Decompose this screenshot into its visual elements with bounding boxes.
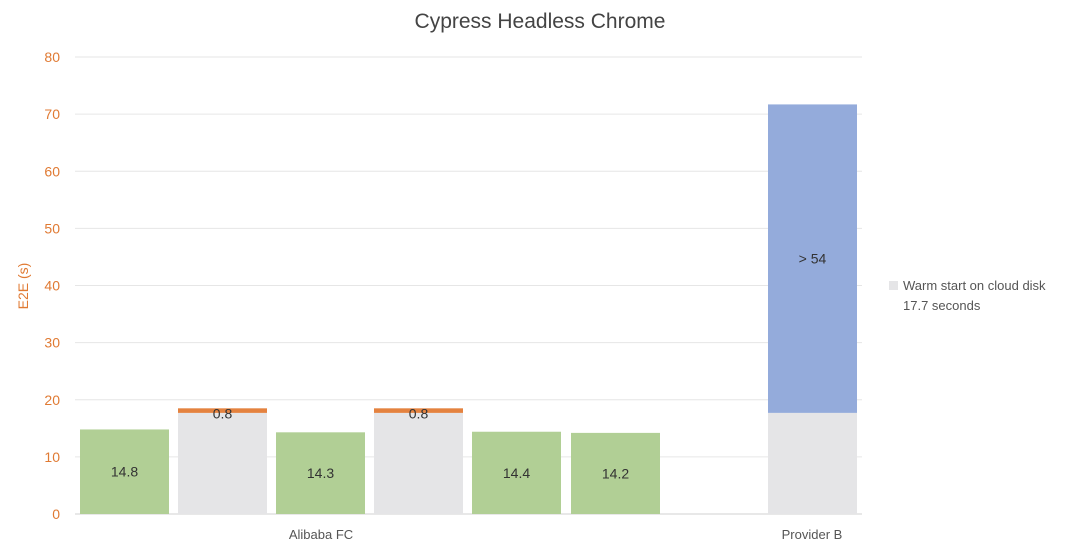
bar: 14.2 — [571, 432, 660, 514]
data-label: 14.8 — [111, 464, 138, 480]
bar-segment-cold — [472, 431, 561, 514]
y-tick-label: 70 — [44, 106, 60, 122]
bar-segment-extra — [178, 408, 267, 413]
legend: Warm start on cloud disk 17.7 seconds — [889, 278, 1046, 313]
bar-segment-cold — [276, 432, 365, 514]
data-label: 14.4 — [503, 465, 530, 481]
bar-segment-warm — [178, 412, 267, 514]
x-category-label: Alibaba FC — [289, 527, 353, 542]
x-category-label: Provider B — [782, 527, 843, 542]
data-label: 14.2 — [602, 465, 629, 481]
bar-segment-cold — [571, 432, 660, 514]
legend-label-line1: Warm start on cloud disk — [903, 278, 1046, 293]
y-tick-label: 0 — [52, 506, 60, 522]
bar-segment-extra — [374, 408, 463, 413]
bar: 0.8 — [178, 405, 267, 514]
bar: 14.8 — [80, 429, 169, 514]
bar: 14.3 — [276, 432, 365, 514]
y-tick-label: 40 — [44, 278, 60, 294]
bar-segment-provider — [768, 104, 857, 413]
data-label: 0.8 — [409, 405, 429, 421]
data-label: 14.3 — [307, 465, 334, 481]
y-tick-label: 30 — [44, 335, 60, 351]
bar-segment-warm — [374, 412, 463, 514]
y-tick-label: 50 — [44, 220, 60, 236]
bar: > 54 — [768, 104, 857, 514]
y-tick-label: 10 — [44, 449, 60, 465]
y-axis-label: E2E (s) — [15, 263, 31, 310]
data-label: 0.8 — [213, 405, 233, 421]
data-label: > 54 — [799, 251, 827, 267]
bar-segment-warm — [768, 412, 857, 514]
y-tick-label: 80 — [44, 49, 60, 65]
legend-label-line2: 17.7 seconds — [903, 298, 981, 313]
bar: 0.8 — [374, 405, 463, 514]
y-tick-label: 20 — [44, 392, 60, 408]
bar-segment-cold — [80, 429, 169, 514]
legend-swatch-warm — [889, 281, 898, 290]
bar: 14.4 — [472, 431, 561, 514]
y-tick-label: 60 — [44, 163, 60, 179]
chart-title: Cypress Headless Chrome — [415, 10, 666, 33]
